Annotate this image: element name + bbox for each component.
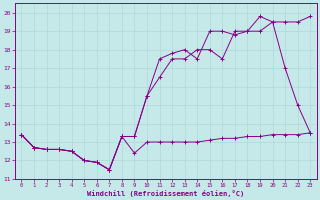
X-axis label: Windchill (Refroidissement éolien,°C): Windchill (Refroidissement éolien,°C) [87, 190, 244, 197]
